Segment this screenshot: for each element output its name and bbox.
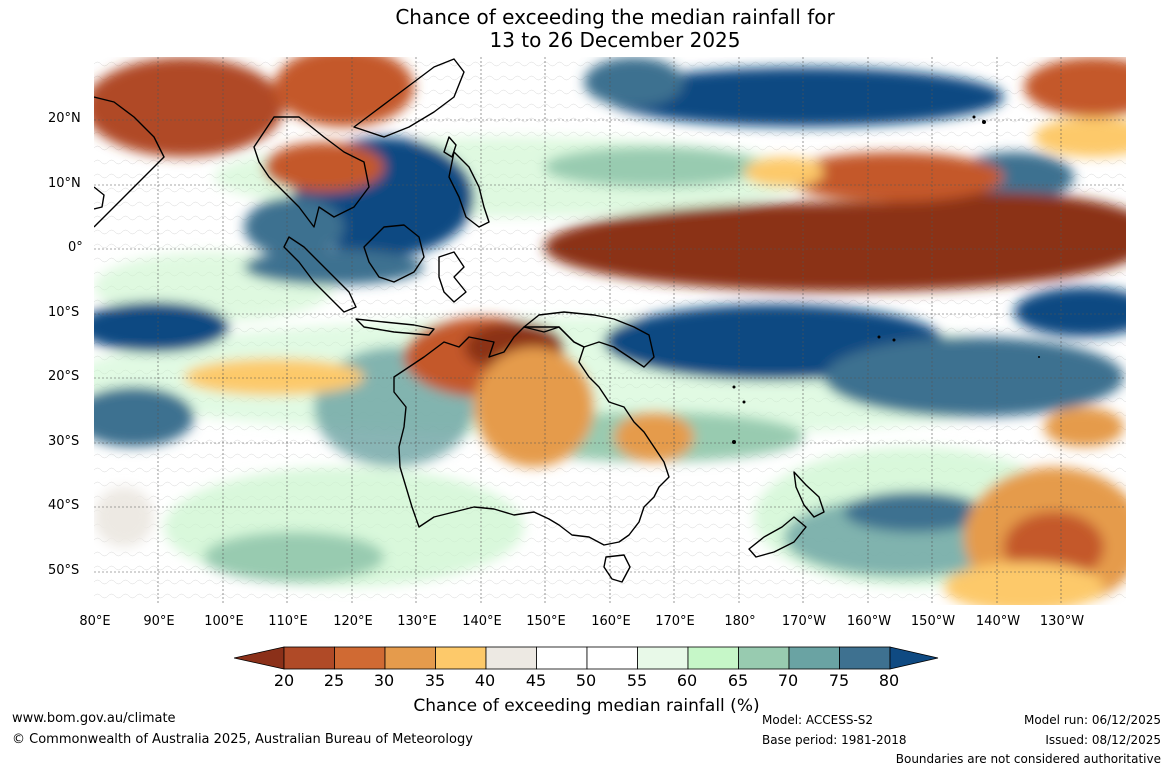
borneo-coastline [363,224,425,283]
colorbar-tick-35: 35 [424,671,446,690]
new-zealand-south [748,516,807,558]
lon-label-160e: 160°E [591,614,631,629]
lon-label-80e: 80°E [79,614,111,629]
coastlines [94,58,825,583]
colorbar-cell [334,646,386,670]
sumatra-coastline [283,236,357,313]
lat-label-30s: 30°S [48,434,80,449]
colorbar-cell [637,646,689,670]
colorbar-tick-60: 60 [676,671,698,690]
colorbar-tick-75: 75 [828,671,850,690]
colorbar-tick-25: 25 [323,671,345,690]
colorbar-cell [435,646,487,670]
sri-lanka-coastline [94,186,105,210]
taiwan-coastline [443,136,457,158]
lon-label-170w: 170°W [781,614,827,629]
footer-model: Model: ACCESS-S2 [762,713,874,727]
lat-label-40s: 40°S [48,498,80,513]
lon-label-140w: 140°W [975,614,1021,629]
colorbar-cell [384,646,436,670]
india-coastline [94,96,165,228]
lon-label-90e: 90°E [143,614,175,629]
lon-label-130w: 130°W [1039,614,1085,629]
colorbar-cell [536,646,588,670]
lat-label-50s: 50°S [48,563,80,578]
philippines-coastline [448,151,490,228]
footer-issued: Issued: 08/12/2025 [1045,733,1161,747]
colorbar-cell [485,646,537,670]
graticule [94,57,1126,605]
colorbar-tick-50: 50 [575,671,597,690]
java-coastline [355,318,435,336]
lat-label-10s: 10°S [48,305,80,320]
colorbar-cell [687,646,739,670]
pacific-islands [732,115,1040,444]
sulawesi-coastline [438,251,467,303]
australia-coastline [393,326,670,546]
colorbar-cell [283,646,335,670]
colorbar-cell [586,646,638,670]
china-coastline [353,58,465,138]
colorbar-cell [839,646,891,670]
lon-label-150e: 150°E [526,614,566,629]
lat-label-20n: 20°N [48,111,81,126]
tasmania-coastline [603,554,631,583]
lon-label-170e: 170°E [655,614,695,629]
rainfall-map-svg [94,57,1126,605]
footer-model-run: Model run: 06/12/2025 [1023,713,1161,727]
new-zealand-north [793,471,825,518]
colorbar-tick-45: 45 [525,671,547,690]
lon-label-180: 180° [724,614,756,629]
lon-label-150w: 150°W [910,614,956,629]
footer-base-period: Base period: 1981-2018 [762,733,907,747]
colorbar-label: Chance of exceeding median rainfall (%) [413,696,760,716]
colorbar-tick-40: 40 [474,671,496,690]
colorbar-tick-65: 65 [727,671,749,690]
colorbar-cell [788,646,840,670]
colorbar-extend-low [234,646,285,670]
rainfall-map [94,57,1126,605]
lon-label-160w: 160°W [846,614,892,629]
footer-disclaimer: Boundaries are not considered authoritat… [895,752,1161,766]
colorbar-tick-20: 20 [273,671,295,690]
lon-label-120e: 120°E [333,614,373,629]
indochina-coastline [253,116,370,228]
lat-label-0: 0° [68,240,83,255]
colorbar-cell [738,646,790,670]
map-title-line2: 13 to 26 December 2025 [489,28,741,52]
footer-website: www.bom.gov.au/climate [12,711,176,726]
lon-label-140e: 140°E [462,614,502,629]
lon-label-100e: 100°E [204,614,244,629]
colorbar-extend-high [889,646,939,670]
footer-copyright: © Commonwealth of Australia 2025, Austra… [12,732,473,747]
colorbar-tick-70: 70 [777,671,799,690]
new-guinea-coastline [523,311,655,368]
lon-label-130e: 130°E [397,614,437,629]
map-title-line1: Chance of exceeding the median rainfall … [395,5,835,29]
colorbar-tick-30: 30 [373,671,395,690]
rainfall-field [94,57,1126,605]
colorbar-tick-55: 55 [626,671,648,690]
lat-label-20s: 20°S [48,369,80,384]
lon-label-110e: 110°E [268,614,308,629]
colorbar-tick-80: 80 [878,671,900,690]
lat-label-10n: 10°N [48,176,81,191]
colorbar [234,646,939,670]
